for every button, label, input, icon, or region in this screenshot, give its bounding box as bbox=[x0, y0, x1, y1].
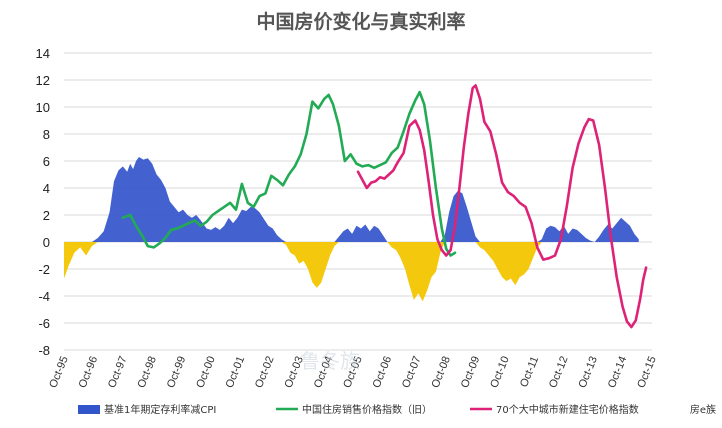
x-tick-label: Oct-02 bbox=[253, 355, 276, 390]
real-rate-area bbox=[64, 156, 639, 302]
legend-label: 中国住房销售价格指数（旧） bbox=[302, 403, 432, 416]
series-line-70-cities bbox=[356, 84, 648, 329]
corner-mark: 房e族 bbox=[690, 403, 716, 416]
x-tick-label: Oct-96 bbox=[77, 355, 100, 390]
y-tick-label: 12 bbox=[36, 73, 50, 88]
series-lines bbox=[121, 84, 648, 329]
x-tick-label: Oct-01 bbox=[224, 355, 247, 390]
y-tick-label: 0 bbox=[43, 235, 50, 250]
x-tick-label: Oct-97 bbox=[106, 355, 129, 390]
x-tick-label: Oct-00 bbox=[194, 355, 217, 390]
area-positive bbox=[64, 156, 639, 242]
legend-label: 70个大中城市新建住宅价格指数 bbox=[496, 403, 639, 416]
area-negative bbox=[64, 242, 639, 302]
x-tick-label: Oct-14 bbox=[606, 355, 629, 390]
legend-swatch-area bbox=[78, 405, 100, 414]
watermark: 鲁冬族 bbox=[300, 349, 360, 373]
x-tick-label: Oct-08 bbox=[429, 355, 452, 390]
legend: 基准1年期定存利率减CPI 中国住房销售价格指数（旧） 70个大中城市新建住宅价格指… bbox=[78, 403, 716, 416]
y-tick-label: -6 bbox=[38, 316, 50, 331]
x-tick-label: Oct-95 bbox=[47, 355, 70, 390]
x-tick-label: Oct-06 bbox=[371, 355, 394, 390]
y-tick-label: 8 bbox=[43, 127, 50, 142]
x-tick-label: Oct-09 bbox=[459, 355, 482, 390]
y-tick-label: 14 bbox=[36, 46, 50, 61]
series-line-old-index bbox=[121, 90, 457, 257]
y-tick-label: -2 bbox=[38, 262, 50, 277]
x-tick-label: Oct-10 bbox=[488, 355, 511, 390]
y-tick-label: -8 bbox=[38, 343, 50, 358]
x-tick-label: Oct-07 bbox=[400, 355, 423, 390]
x-tick-label: Oct-99 bbox=[165, 355, 188, 390]
y-axis-ticks: 14 12 10 8 6 4 2 0 -2 -4 -6 -8 bbox=[36, 46, 50, 358]
y-tick-label: 10 bbox=[36, 100, 50, 115]
legend-label: 基准1年期定存利率减CPI bbox=[104, 403, 216, 416]
x-tick-label: Oct-13 bbox=[576, 355, 599, 390]
x-tick-label: Oct-11 bbox=[518, 355, 541, 389]
y-tick-label: -4 bbox=[38, 289, 50, 304]
x-tick-label: Oct-12 bbox=[547, 355, 570, 390]
x-tick-label: Oct-98 bbox=[135, 355, 158, 390]
y-tick-label: 6 bbox=[43, 154, 50, 169]
chart-title: 中国房价变化与真实利率 bbox=[256, 10, 465, 33]
x-tick-label: Oct-15 bbox=[635, 355, 658, 390]
y-tick-label: 4 bbox=[43, 181, 50, 196]
y-tick-label: 2 bbox=[43, 208, 50, 223]
